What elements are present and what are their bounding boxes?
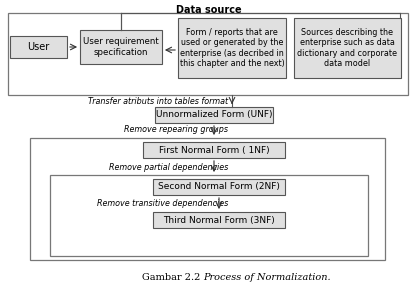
Text: User requirement
specification: User requirement specification — [83, 37, 159, 57]
Text: Data source: Data source — [176, 5, 241, 15]
Bar — [50, 175, 368, 256]
Text: Process of Normalization.: Process of Normalization. — [203, 274, 331, 282]
Text: Form / reports that are
used or generated by the
enterprise (as decribed in
this: Form / reports that are used or generate… — [180, 28, 284, 68]
Text: Unnormalized Form (UNF): Unnormalized Form (UNF) — [156, 110, 272, 119]
Bar — [153, 212, 285, 228]
Text: Sources describing the
enterprise such as data
dictionary and corporate
data mod: Sources describing the enterprise such a… — [297, 28, 397, 68]
Text: Third Normal Form (3NF): Third Normal Form (3NF) — [163, 216, 275, 224]
Text: Remove repearing groups: Remove repearing groups — [124, 126, 228, 134]
Bar — [155, 107, 273, 123]
Text: Remove transitive dependencies: Remove transitive dependencies — [97, 199, 228, 209]
Text: Second Normal Form (2NF): Second Normal Form (2NF) — [158, 182, 280, 192]
Bar — [178, 18, 286, 78]
Text: Gambar 2.2: Gambar 2.2 — [142, 274, 203, 282]
Bar — [10, 36, 67, 58]
Text: Transfer atributs into tables format: Transfer atributs into tables format — [88, 96, 228, 105]
Text: First Normal Form ( 1NF): First Normal Form ( 1NF) — [159, 146, 269, 154]
Text: Remove partial dependencies: Remove partial dependencies — [109, 164, 228, 172]
Bar — [143, 142, 285, 158]
Bar — [294, 18, 401, 78]
Bar — [8, 13, 408, 95]
Bar — [153, 179, 285, 195]
Text: User: User — [28, 42, 50, 52]
Bar — [30, 138, 385, 260]
Bar — [80, 30, 162, 64]
